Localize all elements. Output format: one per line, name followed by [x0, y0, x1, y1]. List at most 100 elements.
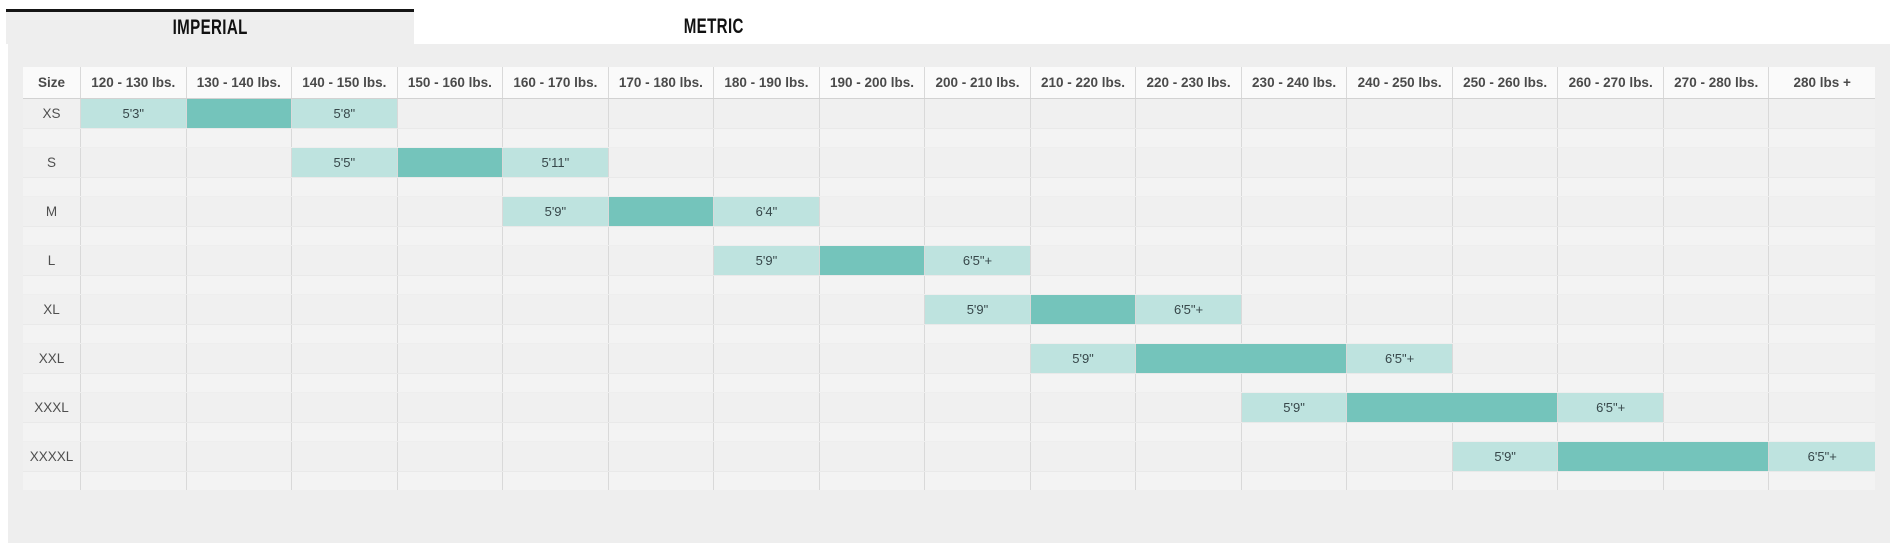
spacer-cell — [609, 178, 715, 196]
empty-cell — [609, 442, 715, 471]
spacer-cell — [820, 227, 926, 245]
empty-cell — [1664, 344, 1770, 373]
tab-metric[interactable]: METRIC — [414, 9, 1014, 44]
spacer-cell — [609, 129, 715, 147]
empty-cell — [1031, 99, 1137, 128]
range-highlight-cell — [1030, 295, 1137, 324]
spacer-cell — [1558, 325, 1664, 343]
height-value-cell: 6'5"+ — [1347, 344, 1453, 373]
tab-imperial[interactable]: IMPERIAL — [6, 9, 414, 44]
spacer-cell — [820, 325, 926, 343]
spacer-cell — [187, 472, 293, 490]
spacer-cell — [81, 276, 187, 294]
spacer-cell — [1031, 129, 1137, 147]
spacer-cell — [714, 178, 820, 196]
spacer-cell — [1558, 472, 1664, 490]
empty-cell — [1347, 197, 1453, 226]
empty-cell — [187, 148, 293, 177]
spacer-cell — [925, 325, 1031, 343]
spacer-cell — [1453, 472, 1559, 490]
spacer-cell — [1136, 129, 1242, 147]
empty-cell — [1769, 197, 1875, 226]
spacer-cell — [503, 472, 609, 490]
weight-column-header: 250 - 260 lbs. — [1453, 67, 1559, 98]
spacer-cell — [1453, 325, 1559, 343]
empty-cell — [398, 99, 504, 128]
size-column-header: Size — [23, 67, 81, 98]
spacer-cell — [1558, 178, 1664, 196]
height-value-cell: 5'9" — [925, 295, 1031, 324]
empty-cell — [398, 344, 504, 373]
spacer-cell — [187, 178, 293, 196]
height-value-cell: 5'9" — [1030, 344, 1137, 373]
spacer-cell — [714, 472, 820, 490]
empty-cell — [1242, 148, 1348, 177]
range-highlight-cell — [1558, 442, 1770, 471]
spacer-cell — [187, 325, 293, 343]
spacer-cell — [1453, 227, 1559, 245]
spacer-cell — [714, 129, 820, 147]
spacer-cell — [1136, 276, 1242, 294]
empty-cell — [1769, 246, 1875, 275]
empty-cell — [925, 344, 1031, 373]
spacer-cell — [187, 227, 293, 245]
size-row-xs: XS 5'3" 5'8" — [23, 99, 1875, 129]
spacer-cell — [1136, 325, 1242, 343]
spacer-cell — [1664, 227, 1770, 245]
weight-column-header: 160 - 170 lbs. — [503, 67, 609, 98]
empty-cell — [503, 246, 609, 275]
weight-column-header: 220 - 230 lbs. — [1136, 67, 1242, 98]
spacer-cell — [503, 129, 609, 147]
spacer-cell — [503, 423, 609, 441]
size-label: L — [23, 246, 81, 275]
weight-column-header: 210 - 220 lbs. — [1031, 67, 1137, 98]
empty-cell — [292, 246, 398, 275]
empty-cell — [1453, 344, 1559, 373]
spacer-cell — [925, 423, 1031, 441]
empty-cell — [1031, 197, 1137, 226]
empty-cell — [925, 99, 1031, 128]
spacer-cell — [23, 472, 81, 490]
spacer-cell — [187, 276, 293, 294]
spacer-cell — [398, 325, 504, 343]
spacer-cell — [81, 374, 187, 392]
empty-cell — [1136, 393, 1242, 422]
spacer-cell — [609, 325, 715, 343]
empty-cell — [503, 99, 609, 128]
spacer-cell — [925, 129, 1031, 147]
spacer-cell — [292, 178, 398, 196]
spacer-cell — [1136, 227, 1242, 245]
spacer-cell — [398, 276, 504, 294]
spacer-cell — [820, 423, 926, 441]
empty-cell — [820, 197, 926, 226]
spacer-cell — [609, 276, 715, 294]
spacer-cell — [609, 374, 715, 392]
weight-column-header: 200 - 210 lbs. — [925, 67, 1031, 98]
empty-cell — [81, 344, 187, 373]
empty-cell — [1453, 148, 1559, 177]
empty-cell — [1558, 295, 1664, 324]
spacer-cell — [714, 227, 820, 245]
height-value-cell: 6'4" — [714, 197, 820, 226]
spacer-cell — [820, 276, 926, 294]
empty-cell — [292, 295, 398, 324]
spacer-cell — [1347, 374, 1453, 392]
unit-tab-strip: IMPERIAL METRIC — [0, 9, 1898, 44]
empty-cell — [609, 393, 715, 422]
size-label: XXL — [23, 344, 81, 373]
spacer-cell — [1664, 178, 1770, 196]
empty-cell — [1769, 344, 1875, 373]
empty-cell — [1769, 295, 1875, 324]
spacer-row — [23, 472, 1875, 491]
height-value-cell: 5'8" — [292, 99, 398, 128]
empty-cell — [1347, 442, 1453, 471]
height-value-cell: 6'5"+ — [1769, 442, 1875, 471]
spacer-cell — [292, 325, 398, 343]
spacer-cell — [503, 374, 609, 392]
height-value-cell: 6'5"+ — [1136, 295, 1242, 324]
spacer-cell — [925, 472, 1031, 490]
empty-cell — [1558, 99, 1664, 128]
spacer-cell — [292, 472, 398, 490]
empty-cell — [187, 197, 293, 226]
spacer-cell — [1769, 472, 1875, 490]
